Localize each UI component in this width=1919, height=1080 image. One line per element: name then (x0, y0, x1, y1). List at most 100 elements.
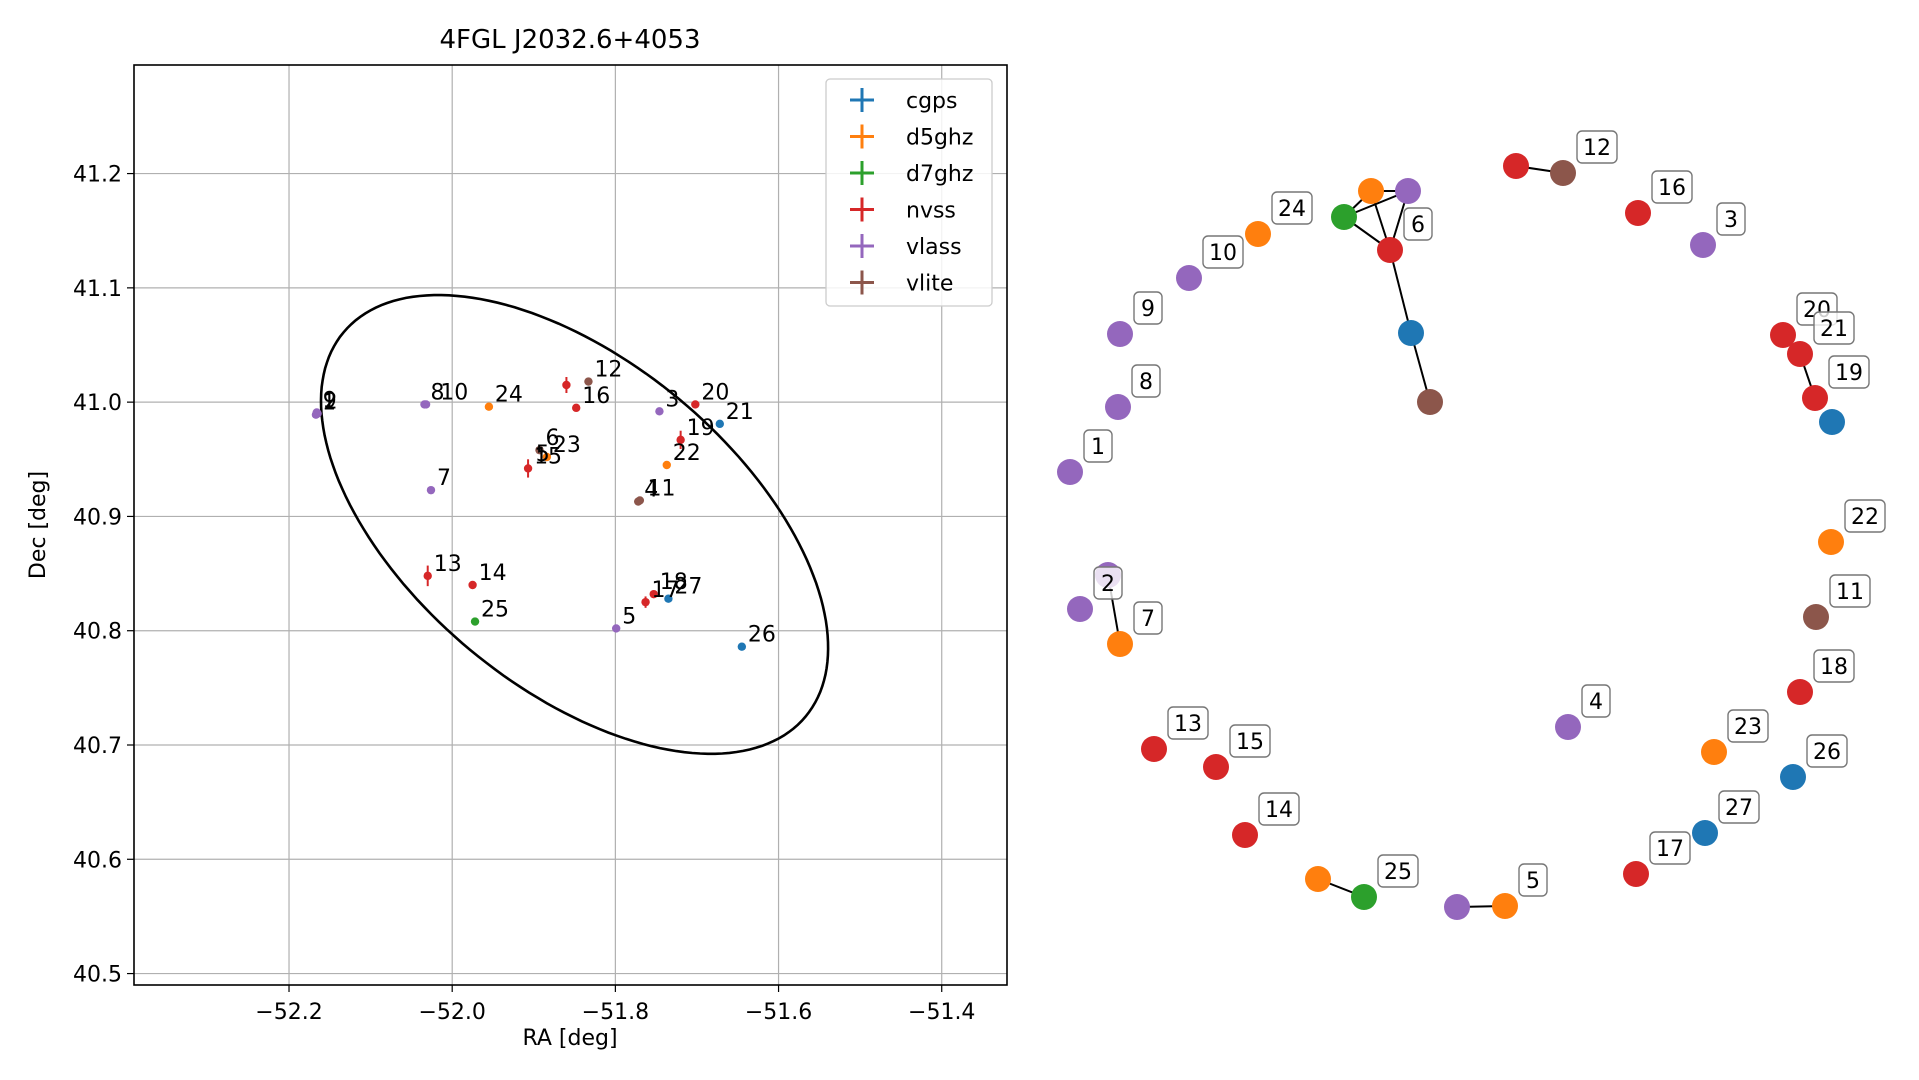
network-node-label: 6 (1411, 213, 1425, 238)
plot-border (133, 64, 1008, 986)
network-node-label: 2 (1101, 572, 1115, 597)
network-node-label: 19 (1835, 361, 1863, 386)
x-tick-label: −51.8 (582, 1000, 649, 1025)
network-node-label: 11 (1836, 580, 1864, 605)
network-node-d7ghz (1331, 204, 1357, 230)
network-node-vlass (1176, 265, 1202, 291)
network-label-box (1229, 724, 1271, 758)
network-node-vlass (1107, 321, 1133, 347)
point-label: 3 (665, 387, 679, 412)
network-label-box (1651, 170, 1693, 204)
point-nvss (572, 403, 581, 413)
network-node-label: 16 (1658, 176, 1686, 201)
point-d7ghz (470, 617, 480, 626)
point-label: 20 (701, 380, 729, 405)
point-label: 7 (437, 466, 451, 491)
network-nodes (1057, 153, 1845, 920)
network-node-vlass (1067, 596, 1093, 622)
network-label-box (1131, 364, 1161, 398)
point-label: 11 (647, 476, 675, 501)
point-label: 24 (495, 383, 523, 408)
point-nvss (423, 571, 432, 581)
point-nvss (691, 400, 700, 409)
network-node-label: 5 (1526, 869, 1540, 894)
network-node-d5ghz (1305, 866, 1331, 892)
network-node-d5ghz (1245, 221, 1271, 247)
point-label: 26 (748, 623, 776, 648)
point-label: 9 (323, 388, 337, 413)
network-node-nvss (1802, 385, 1828, 411)
network-label-box (1649, 831, 1691, 865)
point-label: 19 (687, 416, 715, 441)
point-cgps (737, 642, 747, 651)
point-label: 5 (536, 442, 550, 467)
y-tick-label: 40.9 (73, 505, 122, 530)
network-node-label: 27 (1725, 796, 1753, 821)
network-label-box (1813, 311, 1855, 345)
point-nvss (523, 464, 533, 473)
network-node-cgps (1819, 409, 1845, 435)
network-node-label: 4 (1589, 690, 1603, 715)
point-label: 4 (644, 478, 658, 503)
point-cgps (715, 419, 725, 429)
network-node-label: 12 (1583, 136, 1611, 161)
chart-title: 4FGL J2032.6+4053 (440, 25, 701, 55)
point-nvss (676, 435, 685, 445)
network-node-label: 24 (1278, 197, 1306, 222)
network-node-label: 1 (1091, 435, 1105, 460)
network-node-vlass (1690, 232, 1716, 258)
network-node-nvss (1377, 237, 1403, 263)
point-nvss (562, 380, 571, 390)
network-label-box (1258, 792, 1300, 826)
y-tick-label: 40.5 (73, 963, 122, 988)
network-label-box (1813, 649, 1855, 683)
network-node-d5ghz (1818, 529, 1844, 555)
network-node-label: 22 (1851, 505, 1879, 530)
x-axis-ticks: −52.2 −52.0 −51.8 −51.6 −51.4 (255, 985, 975, 1025)
network-label-box (1271, 191, 1313, 225)
point-label: 22 (673, 441, 701, 466)
network-node-vlite (1550, 160, 1576, 186)
point-d5ghz (484, 402, 494, 411)
network-node-nvss (1625, 200, 1651, 226)
network-label-box (1716, 202, 1746, 236)
network-panel: 1234567891011121314151617181920212223242… (1057, 130, 1886, 920)
network-label-box (1581, 684, 1611, 718)
network-node-nvss (1503, 153, 1529, 179)
point-label: 18 (660, 570, 688, 595)
network-node-label: 26 (1813, 740, 1841, 765)
point-nvss (641, 597, 650, 607)
point-label: 10 (440, 380, 468, 405)
y-axis-ticks: 40.5 40.6 40.7 40.8 40.9 41.0 41.1 41.2 (73, 163, 134, 988)
point-nvss (649, 589, 658, 599)
network-labels: 1234567891011121314151617181920212223242… (1083, 130, 1886, 897)
network-node-label: 13 (1174, 712, 1202, 737)
point-cgps (664, 594, 673, 603)
point-label: 14 (479, 561, 507, 586)
y-tick-label: 41.2 (73, 163, 122, 188)
point-vlass (655, 407, 664, 416)
point-label: 5 (622, 604, 636, 629)
network-node-label: 3 (1724, 208, 1738, 233)
point-label: 23 (553, 433, 581, 458)
point-label: 15 (534, 444, 562, 469)
network-node-nvss (1787, 679, 1813, 705)
network-node-vlite (1417, 389, 1443, 415)
point-vlite (584, 377, 593, 386)
y-axis-label: Dec [deg] (26, 471, 51, 579)
point-nvss (468, 580, 477, 590)
network-node-nvss (1787, 341, 1813, 367)
legend-label-vlite: vlite (906, 272, 953, 297)
network-node-nvss (1623, 861, 1649, 887)
grid (134, 65, 1007, 985)
network-label-box (1806, 734, 1848, 768)
network-node-cgps (1398, 320, 1424, 346)
network-label-box (1576, 130, 1618, 164)
network-node-nvss (1141, 736, 1167, 762)
network-label-box (1718, 790, 1760, 824)
legend-label-vlass: vlass (906, 235, 962, 260)
network-node-cgps (1780, 764, 1806, 790)
